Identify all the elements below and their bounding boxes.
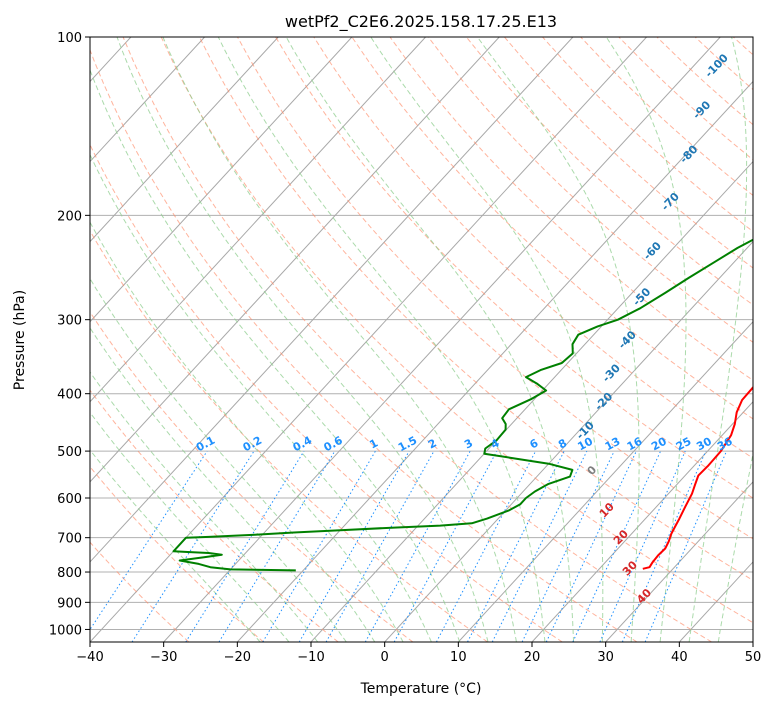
isotherm-line — [605, 481, 753, 642]
dry-adiabat-line — [90, 465, 264, 642]
mixing-ratio-line — [644, 450, 727, 642]
dry-adiabat-line — [122, 37, 712, 642]
mixing-ratio-label: 16 — [625, 435, 645, 454]
chart-title: wetPf2_C2E6.2025.158.17.25.E13 — [285, 12, 557, 32]
mixing-ratio-line — [185, 450, 305, 642]
y-tick-label: 600 — [57, 492, 82, 507]
mixing-ratio-label: 10 — [575, 435, 595, 454]
dry-adiabat-line — [275, 37, 753, 499]
moist-adiabat-line — [285, 37, 575, 642]
moist-adiabat-line — [217, 37, 546, 642]
moist-adiabat-line — [90, 449, 261, 642]
x-tick-label: −30 — [150, 650, 177, 665]
isotherm-line — [90, 37, 205, 163]
mixing-ratio-line — [218, 450, 336, 642]
mixing-ratio-line — [364, 450, 471, 642]
x-tick-label: 0 — [381, 650, 389, 665]
mixing-ratio-line — [131, 450, 255, 642]
x-tick-label: 30 — [597, 650, 614, 665]
mixing-ratio-line — [521, 450, 615, 642]
x-axis-label: Temperature (°C) — [360, 681, 482, 697]
x-tick-label: −10 — [297, 650, 324, 665]
mixing-ratio-label: 36 — [715, 435, 735, 454]
x-tick-label: 40 — [671, 650, 688, 665]
isotherm-line — [163, 37, 721, 642]
dry-adiabat-line — [90, 143, 563, 642]
x-tick-label: 50 — [745, 650, 762, 665]
isotherm-line — [384, 240, 753, 642]
moist-adiabat-line — [717, 451, 753, 642]
dry-adiabat-line — [160, 37, 753, 624]
mixing-ratio-label: 20 — [649, 435, 669, 454]
moist-adiabat-line — [90, 153, 432, 642]
isotherm-line — [90, 37, 279, 243]
dewpoint-line — [172, 238, 753, 572]
y-tick-label: 200 — [57, 209, 82, 224]
isotherm-line — [90, 37, 426, 403]
mixing-ratio-line — [572, 450, 662, 642]
mixing-ratio-line — [262, 450, 376, 642]
moist-adiabat-line — [90, 411, 290, 642]
x-axis: −40 −30 −20 −10 0 10 20 30 40 50 — [76, 642, 761, 665]
mixing-ratio-line — [325, 450, 435, 642]
temperature-line — [642, 386, 753, 570]
moist-adiabat-line — [370, 37, 604, 642]
moist-adiabat-line — [90, 277, 376, 642]
isotherm-line — [531, 401, 753, 642]
moist-adiabat-line — [90, 68, 461, 642]
y-tick-label: 700 — [57, 532, 82, 547]
mixing-ratio-label: 25 — [674, 435, 694, 454]
isotherm-line — [90, 37, 500, 483]
mixing-ratio-label: 30 — [694, 435, 714, 454]
moist-adiabat-line — [90, 221, 404, 642]
y-axis: 100 200 300 400 500 600 700 800 900 1000 — [49, 31, 90, 638]
profile-lines — [172, 238, 753, 572]
dry-adiabat-line — [389, 37, 753, 381]
isotherm-line — [90, 37, 353, 323]
mixing-ratio-label: 13 — [603, 435, 623, 454]
x-tick-label: 20 — [524, 650, 541, 665]
x-tick-label: −20 — [224, 650, 251, 665]
y-tick-label: 1000 — [49, 623, 82, 638]
isotherm-line — [457, 320, 753, 642]
dry-adiabat-line — [90, 311, 414, 642]
y-tick-label: 300 — [57, 314, 82, 329]
mixing-ratio-line — [599, 450, 686, 642]
dry-adiabat-line — [198, 37, 753, 581]
dry-adiabat-line — [313, 37, 753, 459]
isotherm-line — [236, 80, 753, 642]
x-tick-label: −40 — [76, 650, 103, 665]
y-axis-label: Pressure (hPa) — [12, 290, 28, 390]
isotherm-line — [90, 37, 574, 563]
moist-adiabat-line — [688, 37, 748, 642]
moist-adiabat-line — [90, 327, 347, 642]
mixing-ratio-line — [298, 450, 410, 642]
mixing-ratio-line — [393, 450, 498, 642]
y-tick-label: 800 — [57, 566, 82, 581]
plot-frame — [89, 36, 754, 643]
moist-adiabat-line — [116, 37, 489, 642]
moist-adiabat-line — [162, 37, 517, 642]
dry-adiabat-line — [465, 37, 753, 306]
moist-adiabat-line — [476, 37, 640, 642]
mixing-ratio-line — [621, 450, 707, 642]
y-tick-label: 100 — [57, 31, 82, 46]
x-tick-label: 10 — [450, 650, 467, 665]
dry-adiabat-line — [237, 37, 753, 540]
isotherm-line — [310, 160, 753, 642]
y-tick-label: 400 — [57, 388, 82, 403]
y-tick-label: 500 — [57, 445, 82, 460]
y-tick-label: 900 — [57, 596, 82, 611]
